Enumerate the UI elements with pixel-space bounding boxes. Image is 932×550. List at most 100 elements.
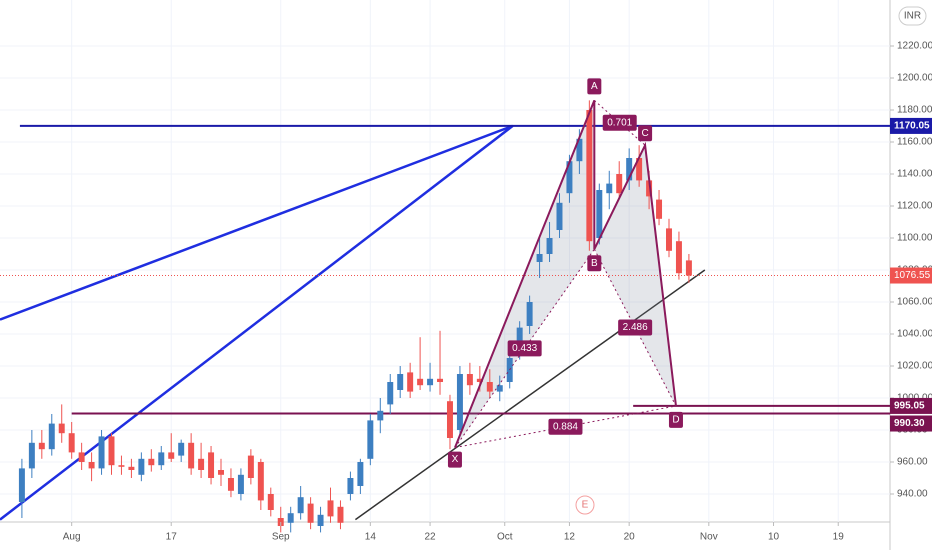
currency-badge[interactable]: [898, 6, 927, 26]
candle-body: [148, 458, 155, 466]
ratio-box: [618, 319, 653, 336]
candle-body: [367, 420, 374, 459]
ratio-label: 0.701: [607, 117, 632, 128]
candle-body: [506, 358, 513, 382]
event-icon[interactable]: [575, 495, 595, 515]
last-price-label: 1076.55: [894, 270, 931, 281]
y-tick-label: 940.00: [897, 489, 928, 500]
candle-body: [257, 462, 264, 501]
candle-body: [307, 503, 314, 523]
candle-body: [357, 462, 364, 486]
candle-body: [566, 161, 573, 194]
y-tick-label: 1200.00: [897, 73, 932, 84]
candle-body: [347, 478, 354, 494]
point-label: B: [591, 258, 598, 269]
x-tick-label: 19: [833, 532, 845, 543]
overlay: 0.701 0.433 2.486 0.884 X A B C D: [447, 78, 683, 468]
trendline: [0, 124, 514, 321]
candle-body: [28, 442, 35, 469]
candle-body: [596, 190, 603, 238]
candle-body: [218, 470, 224, 475]
candle-body: [556, 202, 563, 230]
pattern-area: [594, 145, 676, 406]
candle-body: [586, 110, 593, 242]
point-box: [668, 411, 683, 428]
candle-body: [287, 513, 294, 523]
y-tick-label: 1120.00: [897, 201, 932, 212]
grid: [0, 0, 890, 522]
x-tick-label: 14: [365, 532, 377, 543]
event-label: E: [582, 500, 589, 511]
candle-body: [397, 374, 404, 390]
candle-body: [437, 378, 444, 382]
ratio-box: [507, 340, 542, 357]
y-tick-label: 1160.00: [897, 137, 932, 148]
y-tick-label: 1140.00: [897, 169, 932, 180]
candle-body: [227, 478, 234, 491]
x-tick-label: Nov: [700, 532, 718, 543]
candle-body: [606, 183, 613, 194]
ratio-label: 0.884: [553, 421, 578, 432]
candle-body: [88, 462, 95, 469]
candle-body: [427, 378, 434, 386]
point-box: [587, 255, 602, 272]
last-price-badge: [890, 267, 932, 284]
candle-body: [128, 466, 135, 470]
candle-body: [18, 468, 25, 502]
candle-body: [317, 514, 324, 526]
candle-body: [58, 423, 65, 434]
y-tick-label: 1060.00: [897, 297, 932, 308]
candle-body: [626, 158, 633, 181]
candle-body: [267, 494, 274, 510]
price-badge: [890, 117, 932, 134]
candle-body: [656, 199, 663, 219]
ratio-box: [602, 114, 637, 131]
point-box: [587, 78, 602, 95]
candle-body: [168, 452, 175, 459]
candle-body: [118, 465, 125, 467]
candle-body: [377, 410, 384, 421]
candle-body: [297, 497, 304, 514]
candle-body: [237, 474, 244, 494]
candle-body: [466, 374, 473, 386]
candle-body: [208, 452, 215, 478]
candle-body: [98, 436, 105, 469]
candle-body: [337, 506, 344, 523]
trendline: [354, 269, 706, 521]
currency-label: INR: [904, 11, 921, 22]
candle-body: [158, 452, 165, 466]
candle-body: [48, 423, 55, 450]
y-tick-label: 1180.00: [897, 105, 932, 116]
candle-body: [38, 442, 45, 450]
candle-body: [138, 458, 145, 475]
candle-body: [486, 382, 493, 392]
candle-body: [476, 378, 483, 382]
x-tick-label: Oct: [497, 532, 513, 543]
point-label: D: [672, 415, 679, 426]
ratio-label: 0.433: [512, 343, 537, 354]
point-box: [447, 451, 462, 468]
candle-body: [576, 138, 583, 162]
y-tick-label: 1020.00: [897, 361, 932, 372]
candle-body: [646, 180, 653, 197]
price-badge-label: 990.30: [894, 418, 925, 429]
candle-body: [636, 158, 643, 181]
price-badge-label: 995.05: [894, 401, 925, 412]
ratio-label: 2.486: [623, 322, 648, 333]
candle-body: [616, 174, 623, 194]
candle-body: [198, 458, 205, 470]
point-label: X: [452, 454, 459, 465]
candle-body: [546, 238, 553, 254]
price-badge-label: 1170.05: [894, 121, 930, 132]
y-tick-label: 1100.00: [897, 233, 932, 244]
point-label: A: [591, 81, 598, 92]
point-box: [638, 125, 653, 142]
x-tick-label: 12: [564, 532, 576, 543]
candle-body: [675, 241, 682, 274]
candle-body: [685, 260, 692, 276]
x-tick-label: 17: [166, 532, 178, 543]
candle-body: [178, 442, 185, 456]
candle-body: [666, 228, 672, 251]
candles: [18, 100, 692, 533]
